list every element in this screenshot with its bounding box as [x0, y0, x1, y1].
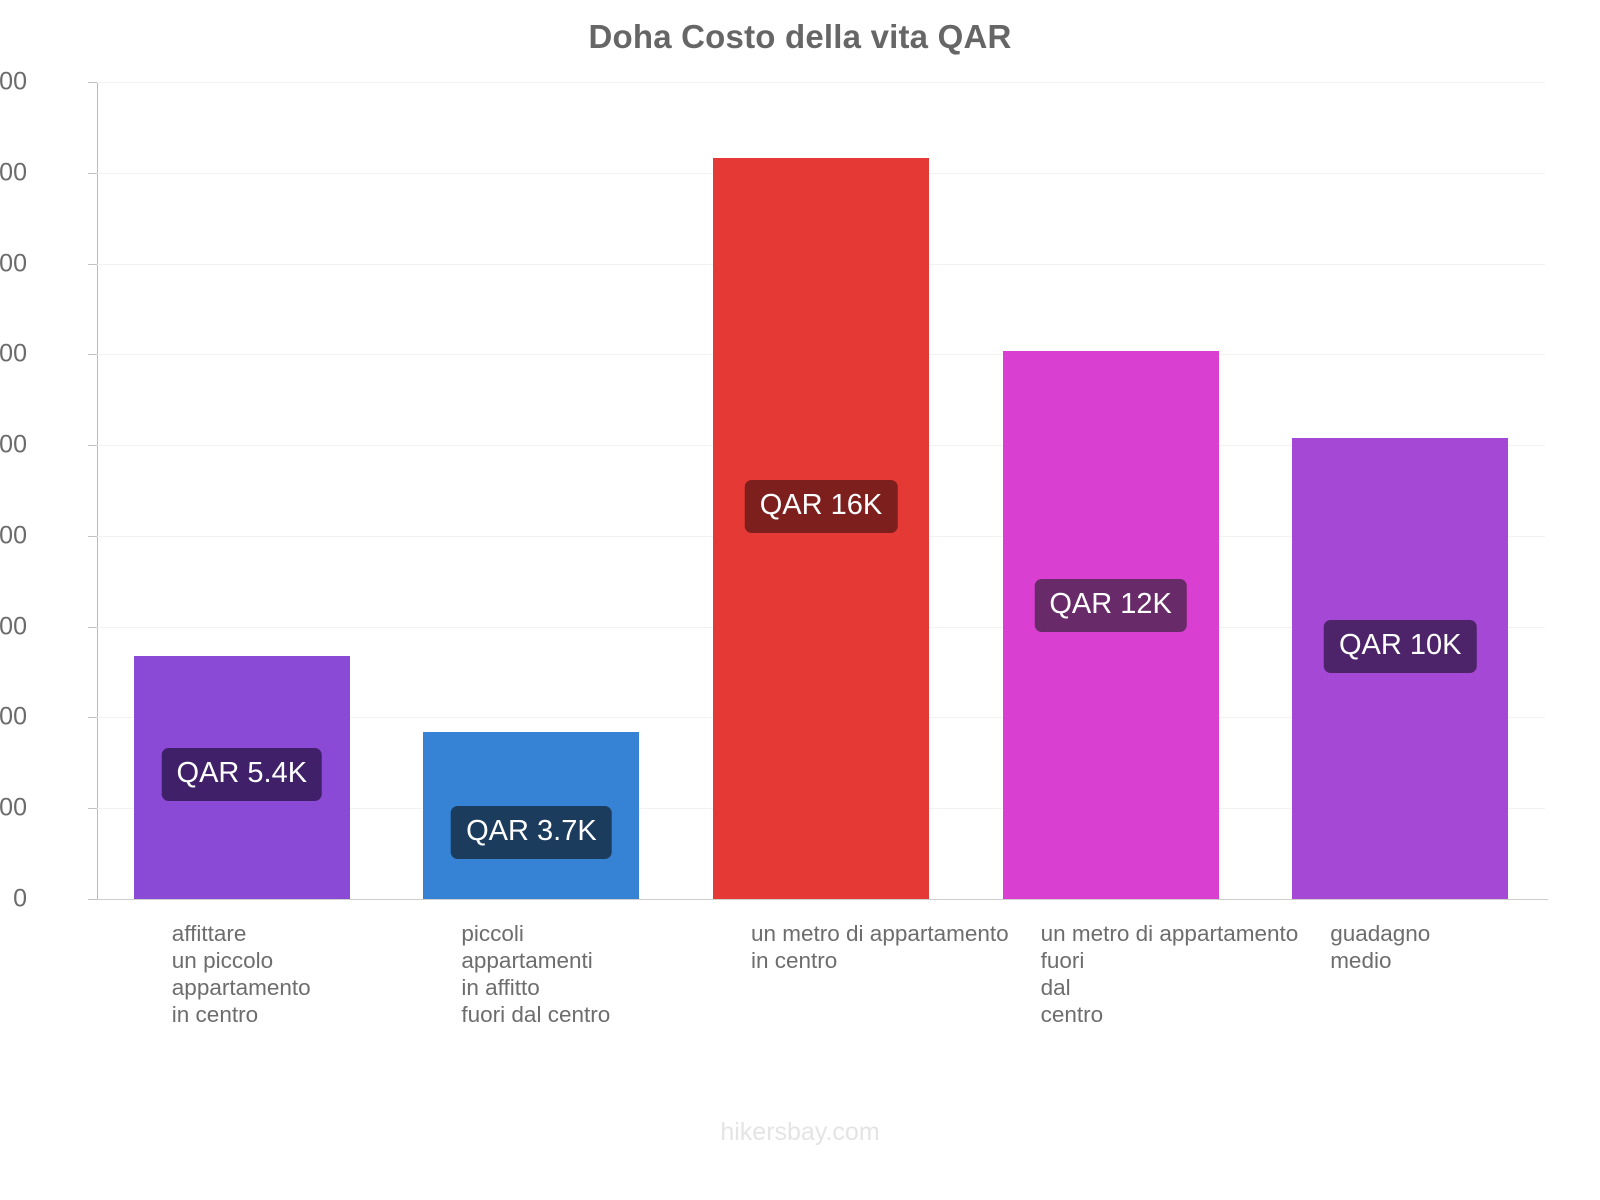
y-axis-tick-label: 12000 [0, 339, 27, 368]
bar-value-label: QAR 10K [1323, 619, 1477, 673]
x-axis-label-5: guadagno medio [1330, 921, 1431, 973]
bar-value-label: QAR 16K [744, 479, 898, 533]
y-axis-tick-mark [88, 899, 97, 900]
y-axis-tick-label: 4000 [0, 702, 27, 731]
y-axis-tick-mark [88, 808, 97, 810]
y-axis-tick-mark [88, 626, 97, 628]
y-axis-tick-label: 10000 [0, 430, 27, 459]
y-axis-tick-mark [88, 445, 97, 447]
bar-1[interactable]: QAR 5.4K [133, 655, 350, 899]
x-axis-label-4: un metro di appartamento fuori dal centr… [1040, 921, 1299, 1027]
x-axis-label-2: piccoli appartamenti in affitto fuori da… [461, 921, 611, 1027]
bar-value-label: QAR 12K [1034, 579, 1187, 633]
grid-line [97, 899, 1545, 900]
x-axis-label-1: affittare un piccolo appartamento in cen… [171, 921, 311, 1027]
watermark-footer: hikersbay.com [720, 1118, 880, 1146]
y-axis-tick-mark [88, 82, 97, 83]
y-axis-tick-mark [88, 535, 97, 537]
plot-area: 0 2000 4000 6000 8000 10000 12000 14000 16000 180… [0, 68, 1545, 913]
y-axis-tick-label: 18000 [0, 67, 27, 96]
grid-line [97, 82, 1545, 83]
y-axis-tick-label: 8000 [0, 521, 27, 550]
bar-4[interactable]: QAR 12K [1002, 351, 1219, 899]
bar-2[interactable]: QAR 3.7K [423, 732, 640, 899]
y-axis-line [97, 82, 98, 900]
y-axis-tick-mark [88, 354, 97, 356]
y-axis-tick-label: 2000 [0, 793, 27, 822]
y-axis-tick-mark [88, 263, 97, 265]
bar-value-label: QAR 3.7K [451, 806, 612, 860]
y-axis-tick-label: 16000 [0, 158, 27, 187]
bar-3[interactable]: QAR 16K [713, 157, 929, 899]
y-axis-tick-mark [88, 172, 97, 174]
y-axis-tick-label: 0 [13, 884, 27, 913]
x-axis-label-3: un metro di appartamento in centro [751, 921, 1009, 973]
y-axis-tick-label: 14000 [0, 249, 27, 278]
y-axis-tick-mark [88, 717, 97, 719]
page-title: Doha Costo della vita QAR [588, 18, 1012, 55]
bar-5[interactable]: QAR 10K [1292, 437, 1509, 899]
bar-value-label: QAR 5.4K [161, 747, 323, 801]
y-axis-tick-label: 6000 [0, 612, 27, 641]
